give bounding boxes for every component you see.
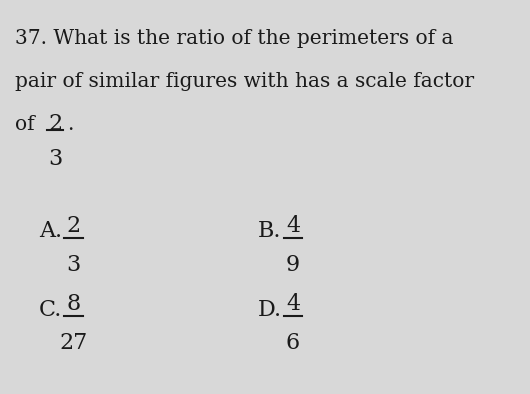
- Text: of: of: [15, 115, 41, 134]
- Text: A.: A.: [39, 221, 62, 242]
- Text: 4: 4: [286, 215, 300, 237]
- Text: B.: B.: [258, 221, 281, 242]
- Text: 27: 27: [59, 332, 88, 354]
- Text: .: .: [67, 115, 73, 134]
- Text: 9: 9: [286, 254, 300, 276]
- Text: 4: 4: [286, 293, 300, 315]
- Text: D.: D.: [258, 299, 282, 321]
- Text: 6: 6: [286, 332, 300, 354]
- Text: 2: 2: [67, 215, 81, 237]
- Text: 8: 8: [67, 293, 81, 315]
- Text: 2: 2: [48, 113, 62, 135]
- Text: pair of similar figures with has a scale factor: pair of similar figures with has a scale…: [15, 72, 474, 91]
- Text: 37. What is the ratio of the perimeters of a: 37. What is the ratio of the perimeters …: [15, 29, 454, 48]
- Text: C.: C.: [39, 299, 62, 321]
- Text: 3: 3: [48, 148, 62, 170]
- Text: 3: 3: [67, 254, 81, 276]
